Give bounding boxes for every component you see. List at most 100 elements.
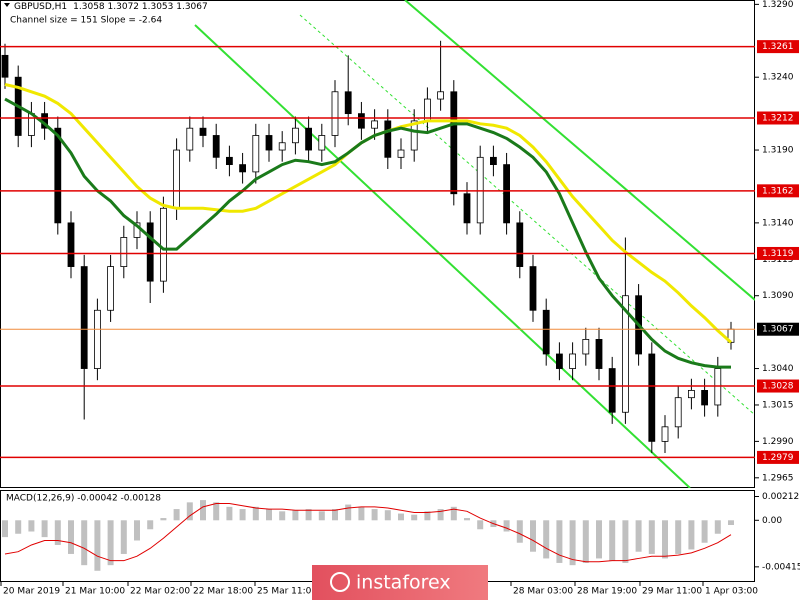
symbol-line: GBPUSD,H1 1.3058 1.3072 1.3053 1.3067 — [14, 2, 208, 12]
level-tag — [757, 379, 799, 393]
candle-body — [305, 127, 313, 151]
level-tag — [757, 111, 799, 125]
candle-body — [291, 127, 299, 144]
macd-bar — [450, 506, 457, 521]
macd-bar — [398, 513, 404, 521]
candle-body — [107, 266, 114, 311]
macd-tick-label: -0.00415 — [762, 562, 800, 572]
macd-bar — [305, 509, 312, 521]
y-tick-label: 1.3290 — [762, 0, 794, 10]
macd-bar — [252, 506, 259, 521]
x-tick-label: 28 Mar 03:00 — [513, 587, 573, 597]
candle-body — [410, 120, 418, 151]
x-tick-label: 20 Mar 2019 — [3, 587, 60, 597]
macd-bar — [701, 520, 708, 543]
y-tick-label: 1.2965 — [762, 473, 794, 483]
macd-bar — [94, 520, 101, 571]
candle-body — [608, 368, 616, 413]
macd-bar — [714, 520, 721, 534]
macd-bar — [213, 502, 220, 521]
candle-body — [225, 156, 233, 166]
candle-body — [556, 353, 563, 369]
symbol: GBPUSD,H1 — [14, 2, 67, 12]
level-tag — [757, 450, 799, 464]
macd-bar — [2, 520, 8, 538]
macd-bar — [411, 514, 418, 521]
candle-body — [252, 135, 260, 173]
macd-bar — [134, 520, 140, 541]
candle-body — [674, 397, 682, 428]
macd-bar — [292, 510, 299, 521]
y-tick-label: 1.3015 — [762, 400, 794, 410]
level-tag — [757, 246, 799, 260]
macd-bar — [569, 520, 576, 566]
level-label: 1.3261 — [762, 42, 794, 52]
macd-bar — [358, 506, 365, 521]
y-tick-label: 1.3190 — [762, 146, 794, 156]
x-tick-label: 21 Mar 10:00 — [65, 587, 125, 597]
candle-body — [159, 207, 167, 282]
candle-body — [437, 91, 445, 100]
macd-bar — [464, 518, 470, 521]
candle-body — [357, 113, 365, 129]
macd-bar — [635, 520, 642, 552]
macd-bar — [662, 520, 668, 559]
candle-body — [371, 120, 379, 129]
macd-bar — [279, 511, 286, 521]
level-tag — [757, 40, 799, 54]
x-tick-label: 1 Apr 03:00 — [705, 587, 758, 597]
menu-arrow — [4, 3, 10, 7]
y-tick-label: 1.3240 — [762, 73, 794, 83]
candle-body — [67, 222, 75, 267]
watermark: instaforex — [312, 565, 488, 600]
candle-body — [661, 426, 669, 442]
level-tag — [757, 184, 799, 198]
candle-body — [516, 222, 524, 267]
candle-body — [344, 91, 352, 115]
macd-bar — [371, 509, 378, 521]
macd-bar — [477, 520, 484, 530]
candle-body — [688, 389, 695, 399]
watermark-text: instaforex — [356, 572, 451, 594]
candle-body — [529, 266, 537, 311]
macd-bar — [556, 520, 563, 563]
level-label: 1.3119 — [762, 249, 794, 259]
macd-bar — [332, 509, 338, 521]
candle-body — [239, 164, 247, 173]
level-label: 1.3028 — [762, 382, 794, 392]
candle-body — [503, 164, 511, 224]
macd-tick-label: 0.00212 — [762, 492, 799, 502]
macd-bar — [200, 500, 206, 521]
macd-bar — [81, 520, 88, 566]
watermark-box — [312, 565, 488, 600]
macd-bar — [266, 509, 272, 521]
candle-body — [450, 91, 458, 195]
candle-body — [489, 156, 497, 166]
macd-bar — [384, 510, 391, 521]
channel-mid-line — [299, 14, 755, 416]
macd-bar — [503, 520, 510, 532]
x-tick-label: 29 Mar 11:00 — [642, 587, 702, 597]
candle-body — [186, 127, 194, 151]
candle-body — [54, 127, 62, 224]
macd-bar — [318, 511, 325, 521]
macd-bar — [41, 520, 48, 538]
main-panel — [0, 0, 755, 488]
macd-bar — [120, 520, 127, 554]
macd-bar — [424, 511, 431, 521]
macd-bar — [437, 509, 444, 521]
candle-body — [463, 193, 471, 224]
candle-body — [120, 237, 128, 267]
macd-bar — [147, 520, 154, 530]
x-tick-label: 22 Mar 18:00 — [193, 587, 253, 597]
macd-bar — [530, 520, 536, 552]
macd-bar — [688, 520, 695, 550]
candle-body — [331, 91, 339, 136]
macd-bar — [15, 520, 22, 534]
channel-line — [194, 24, 691, 488]
candle-body — [1, 54, 9, 78]
x-tick-label: 22 Mar 02:00 — [130, 587, 190, 597]
macd-bar — [609, 520, 616, 561]
candle-body — [278, 142, 286, 151]
macd-bar — [107, 520, 114, 566]
